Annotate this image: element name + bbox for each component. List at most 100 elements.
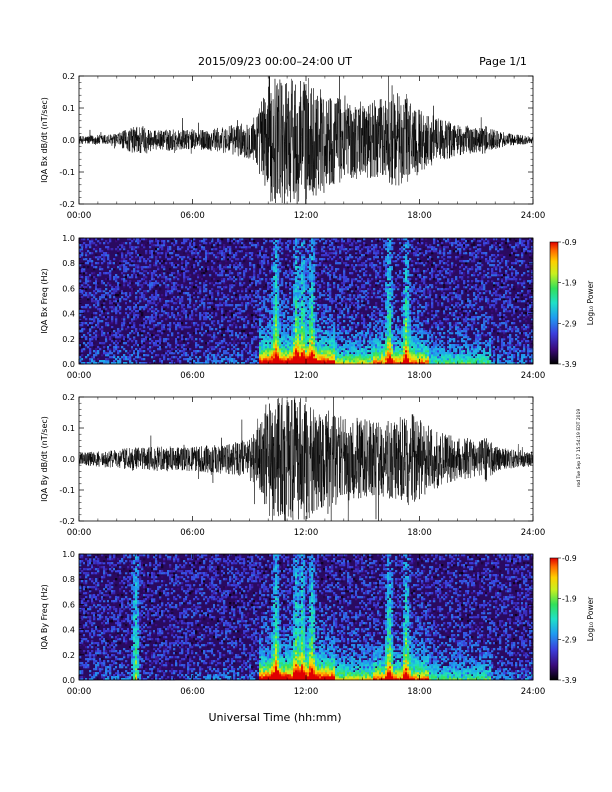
spectrogram-cell <box>145 354 148 357</box>
spectrogram-cell <box>259 268 262 271</box>
spectrogram-cell <box>81 362 84 365</box>
spectrogram-cell <box>133 318 136 321</box>
spectrogram-cell <box>181 258 184 261</box>
spectrogram-cell <box>179 290 182 293</box>
spectrogram-cell <box>197 292 200 295</box>
spectrogram-cell <box>115 286 118 289</box>
spectrogram-cell <box>259 298 262 301</box>
spectrogram-cell <box>151 254 154 257</box>
spectrogram-cell <box>79 346 82 349</box>
spectrogram-cell <box>211 282 214 285</box>
spectrogram-cell <box>145 284 148 287</box>
spectrogram-cell <box>307 346 310 349</box>
spectrogram-cell <box>105 312 108 315</box>
spectrogram-cell <box>335 340 338 343</box>
spectrogram-cell <box>203 308 206 311</box>
spectrogram-cell <box>107 332 110 335</box>
spectrogram-cell <box>245 294 248 297</box>
spectrogram-cell <box>317 344 320 347</box>
spectrogram-cell <box>163 318 166 321</box>
spectrogram-cell <box>247 352 250 355</box>
spectrogram-cell <box>319 314 322 317</box>
spectrogram-cell <box>283 316 286 319</box>
spectrogram-cell <box>301 300 304 303</box>
spectrogram-cell <box>267 282 270 285</box>
spectrogram-cell <box>135 274 138 277</box>
spectrogram-cell <box>247 322 250 325</box>
spectrogram-cell <box>331 316 334 319</box>
spectrogram-cell <box>267 352 270 355</box>
spectrogram-cell <box>293 348 296 351</box>
spectrogram-cell <box>151 294 154 297</box>
spectrogram-cell <box>149 294 152 297</box>
spectrogram-cell <box>151 276 154 279</box>
spectrogram-cell <box>263 342 266 345</box>
spectrogram-cell <box>353 358 356 361</box>
spectrogram-cell <box>275 306 278 309</box>
spectrogram-cell <box>355 272 358 275</box>
spectrogram-cell <box>347 294 350 297</box>
spectrogram-cell <box>167 300 170 303</box>
spectrogram-cell <box>363 320 366 323</box>
spectrogram-cell <box>79 294 82 297</box>
spectrogram-cell <box>79 310 82 313</box>
spectrogram-cell <box>187 318 190 321</box>
spectrogram-cell <box>319 336 322 339</box>
spectrogram-cell <box>85 322 88 325</box>
spectrogram-cell <box>115 294 118 297</box>
spectrogram-cell <box>155 282 158 285</box>
spectrogram-cell <box>353 282 356 285</box>
spectrogram-cell <box>297 340 300 343</box>
spectrogram-cell <box>321 346 324 349</box>
spectrogram-cell <box>263 298 266 301</box>
spectrogram-cell <box>337 348 340 351</box>
spectrogram-cell <box>123 354 126 357</box>
spectrogram-cell <box>101 320 104 323</box>
spectrogram-cell <box>305 326 308 329</box>
spectrogram-cell <box>247 296 250 299</box>
spectrogram-cell <box>141 294 144 297</box>
spectrogram-cell <box>225 300 228 303</box>
spectrogram-cell <box>271 310 274 313</box>
spectrogram-cell <box>323 312 326 315</box>
spectrogram-cell <box>213 348 216 351</box>
spectrogram-cell <box>199 286 202 289</box>
spectrogram-cell <box>243 318 246 321</box>
spectrogram-cell <box>355 324 358 327</box>
spectrogram-cell <box>329 346 332 349</box>
spectrogram-cell <box>185 344 188 347</box>
spectrogram-cell <box>255 296 258 299</box>
spectrogram-cell <box>217 244 220 247</box>
spectrogram-cell <box>135 244 138 247</box>
spectrogram-cell <box>359 362 362 365</box>
spectrogram-cell <box>305 356 308 359</box>
spectrogram-cell <box>295 286 298 289</box>
spectrogram-cell <box>363 242 366 245</box>
spectrogram-cell <box>329 256 332 259</box>
spectrogram-cell <box>127 322 130 325</box>
spectrogram-cell <box>227 278 230 281</box>
spectrogram-cell <box>361 286 364 289</box>
spectrogram-cell <box>291 270 294 273</box>
spectrogram-cell <box>301 336 304 339</box>
spectrogram-cell <box>157 340 160 343</box>
spectrogram-cell <box>81 250 84 253</box>
spectrogram-cell <box>329 292 332 295</box>
spectrogram-cell <box>159 314 162 317</box>
spectrogram-cell <box>241 362 244 365</box>
spectrogram-cell <box>155 296 158 299</box>
spectrogram-cell <box>347 250 350 253</box>
spectrogram-cell <box>213 262 216 265</box>
spectrogram-cell <box>131 252 134 255</box>
spectrogram-cell <box>155 298 158 301</box>
spectrogram-cell <box>217 294 220 297</box>
spectrogram-cell <box>343 360 346 363</box>
spectrogram-cell <box>115 348 118 351</box>
spectrogram-cell <box>123 324 126 327</box>
spectrogram-cell <box>177 270 180 273</box>
spectrogram-cell <box>135 348 138 351</box>
spectrogram-cell <box>307 290 310 293</box>
spectrogram-cell <box>261 332 264 335</box>
spectrogram-cell <box>115 312 118 315</box>
spectrogram-cell <box>167 296 170 299</box>
